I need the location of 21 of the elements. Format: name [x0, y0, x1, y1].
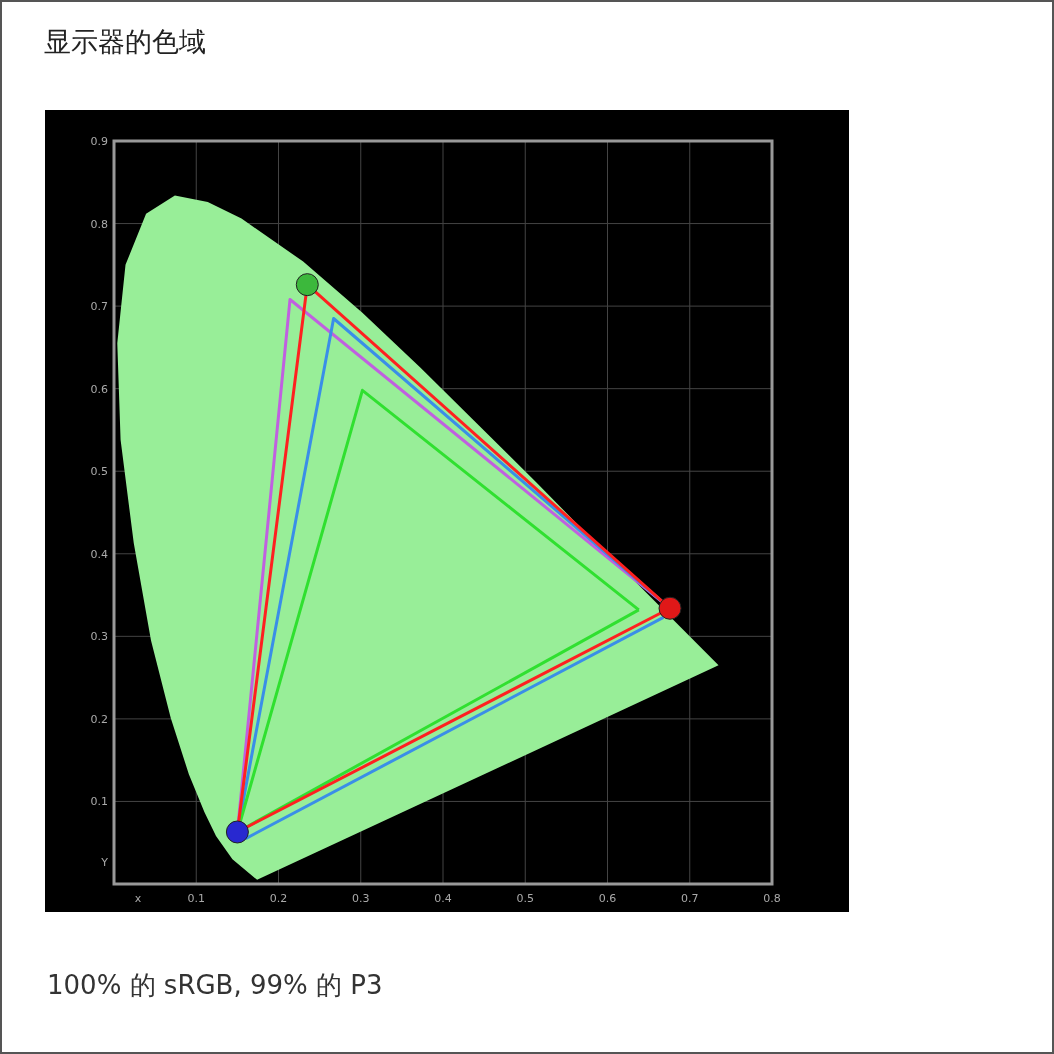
y-tick-label: 0.6 [90, 382, 108, 396]
y-tick-label: 0.4 [90, 547, 108, 561]
x-tick-label: 0.1 [187, 892, 205, 905]
x-tick-label: 0.6 [598, 892, 617, 905]
y-tick-label: 0.2 [90, 712, 108, 726]
y-tick-label: 0.1 [90, 795, 108, 809]
x-tick-label: 0.8 [763, 892, 781, 905]
chart-title: 显示器的色域 [44, 25, 206, 59]
x-tick-label: 0.2 [269, 892, 288, 905]
y-tick-label: 0.5 [90, 465, 108, 479]
text: 100% 的 sRGB, 99% 的 P3 [47, 969, 383, 1002]
x-tick-label: 0.4 [434, 892, 452, 905]
x-axis-title: x [134, 892, 142, 905]
y-tick-label: 0.3 [90, 630, 108, 644]
x-tick-label: 0.7 [681, 892, 699, 905]
x-tick-label: 0.3 [352, 892, 370, 905]
y-tick-label: 0.8 [90, 217, 108, 231]
y-axis-title: Y [100, 856, 109, 869]
y-tick-label: 0.9 [90, 135, 108, 148]
y-tick-label: 0.7 [90, 300, 108, 314]
x-tick-label: 0.5 [516, 892, 534, 905]
